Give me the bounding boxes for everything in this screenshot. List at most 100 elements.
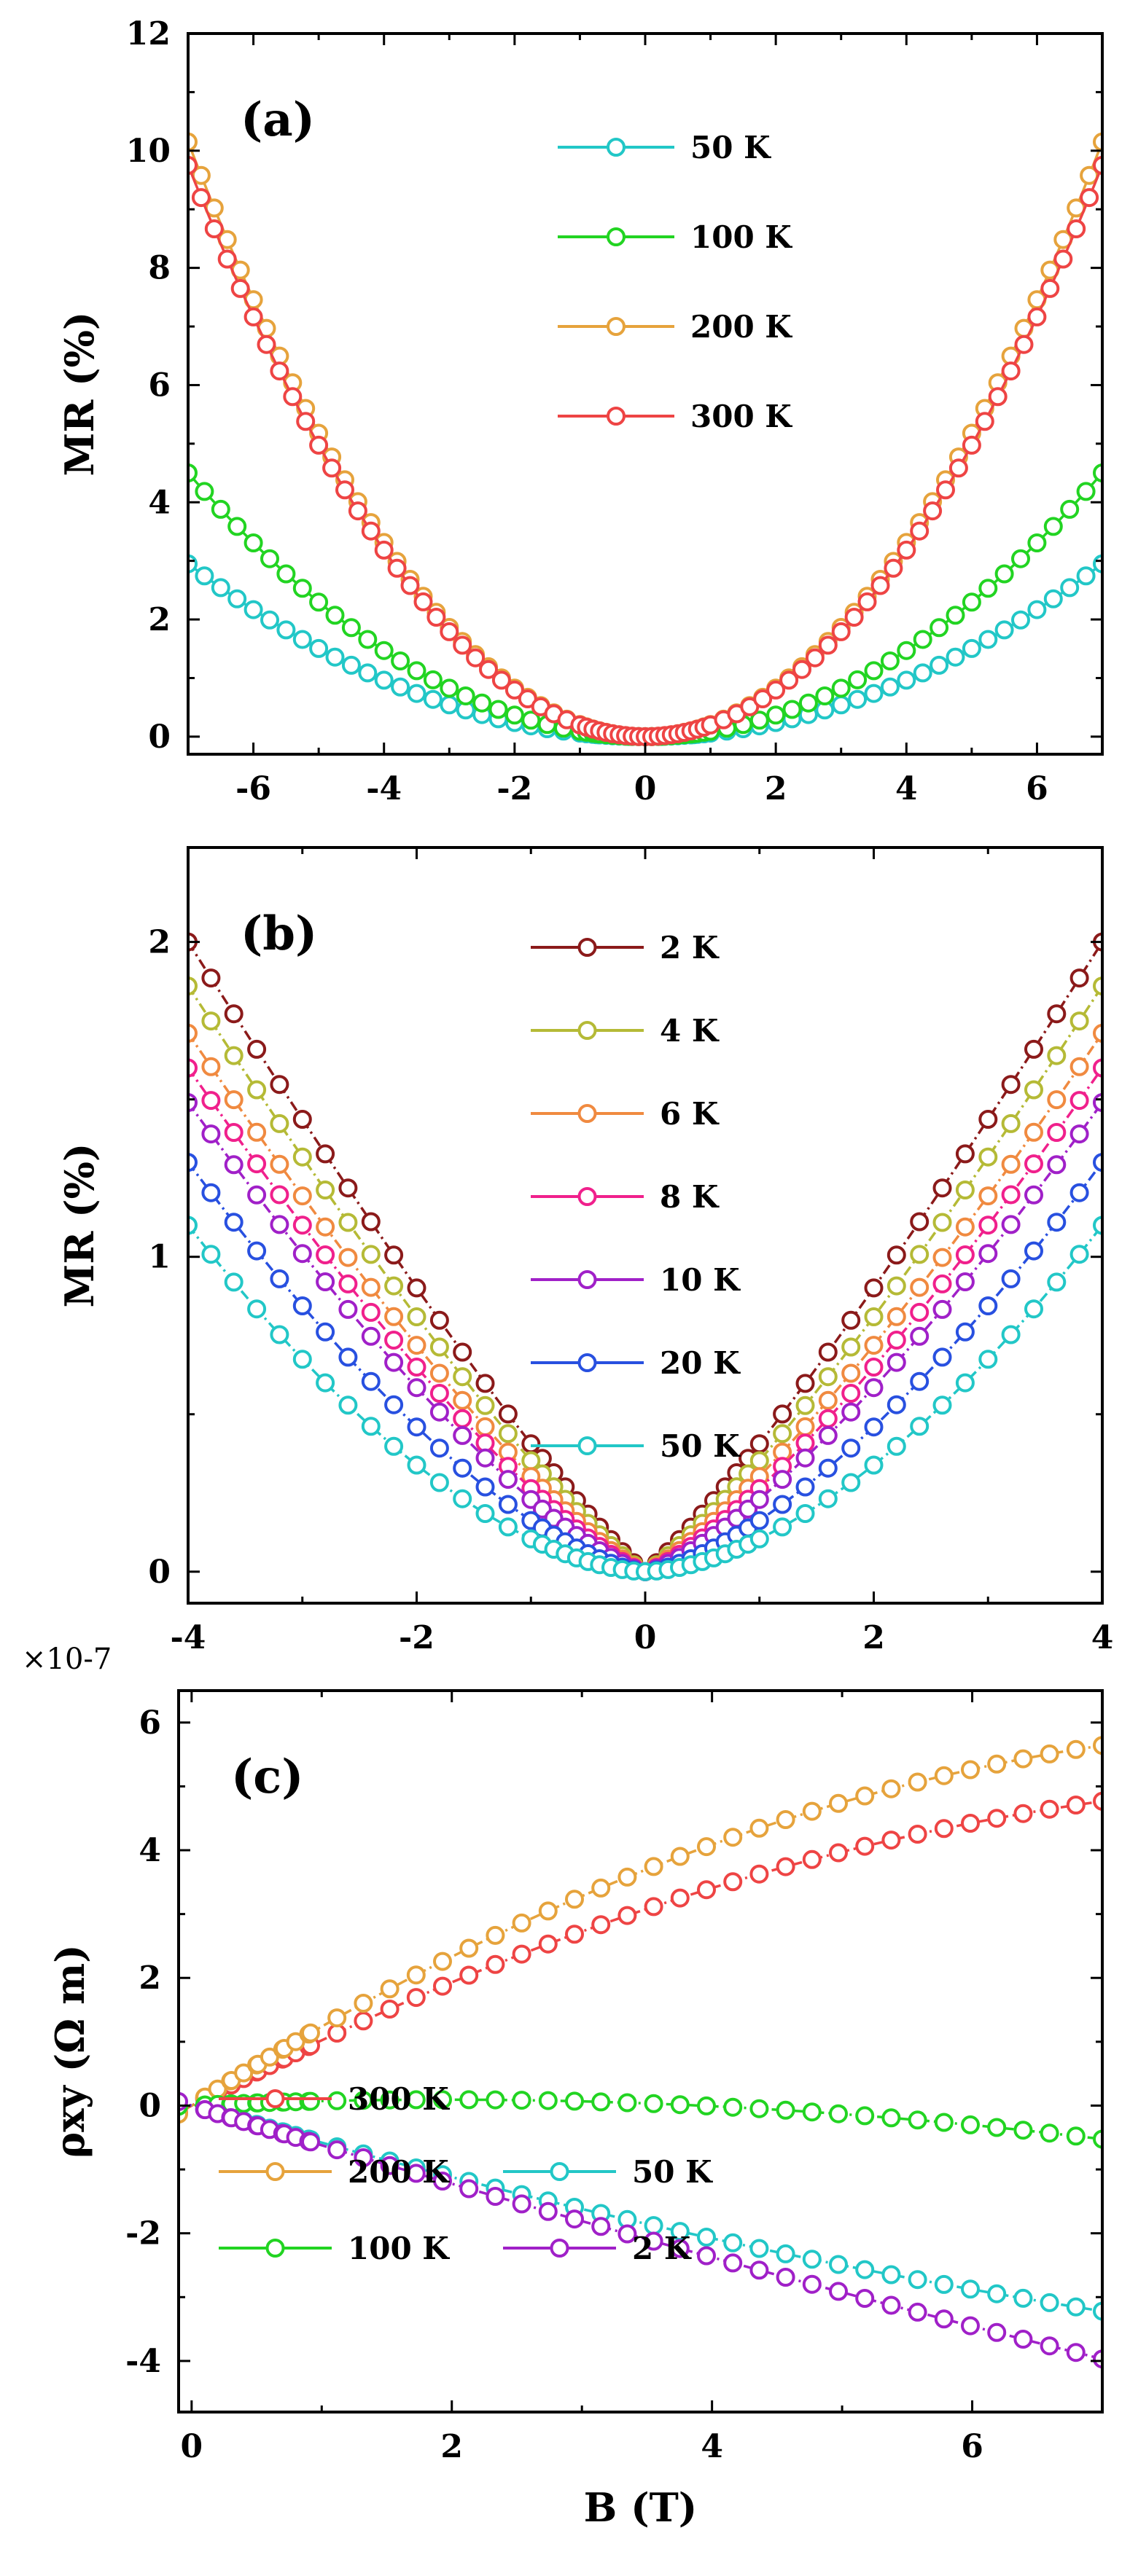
data-point <box>1040 2293 1059 2312</box>
data-point <box>106 2074 122 2090</box>
data-point <box>749 1489 769 1509</box>
data-point <box>749 2239 769 2258</box>
data-point <box>934 1819 954 1839</box>
data-point <box>406 2090 426 2110</box>
data-point <box>910 1302 930 1322</box>
data-point <box>864 1278 884 1298</box>
data-point <box>188 463 198 482</box>
data-point <box>1080 188 1099 208</box>
data-point <box>260 549 279 568</box>
data-point <box>380 2156 400 2175</box>
data-point <box>795 1448 815 1468</box>
series-line-2k <box>188 941 1102 1574</box>
data-point <box>1093 463 1102 482</box>
data-point <box>910 1326 930 1346</box>
data-point <box>407 684 426 703</box>
y-tick-label: 6 <box>139 1704 161 1742</box>
data-point <box>913 630 932 649</box>
plot-frame <box>177 1689 1104 2413</box>
data-point <box>831 622 851 641</box>
data-point <box>855 2106 875 2126</box>
data-point <box>795 1374 815 1393</box>
data-point <box>978 1244 998 1264</box>
data-point <box>978 1350 998 1369</box>
data-point <box>1040 2336 1059 2356</box>
legend-label: 2 K <box>660 930 720 966</box>
data-point <box>79 2167 96 2183</box>
data-point <box>1013 2288 1033 2308</box>
data-point <box>429 1438 449 1458</box>
data-point <box>805 648 825 668</box>
data-point <box>776 2244 795 2263</box>
data-point <box>841 1384 861 1403</box>
data-point <box>361 1302 381 1322</box>
data-point <box>459 1965 479 1985</box>
legend-label: 50 K <box>632 2154 713 2190</box>
y-axis-title: MR (%) <box>56 312 103 477</box>
data-point <box>247 1185 267 1205</box>
data-point <box>440 622 459 641</box>
x-tick-label: -2 <box>496 770 532 807</box>
data-point <box>93 2158 109 2174</box>
data-point <box>776 1857 795 1876</box>
data-point <box>644 1857 663 1876</box>
data-point <box>538 1901 558 1921</box>
data-point <box>1066 2297 1086 2317</box>
data-point <box>1013 2121 1033 2140</box>
data-point <box>224 1155 243 1175</box>
data-point <box>829 2282 848 2301</box>
data-point <box>1076 482 1096 501</box>
data-point <box>195 566 214 586</box>
data-point <box>119 2078 135 2094</box>
data-point <box>1069 1091 1089 1111</box>
legend-label: 200 K <box>348 2154 450 2190</box>
data-point <box>829 1843 848 1863</box>
data-point <box>1066 1739 1086 1759</box>
data-point <box>201 1091 221 1111</box>
data-point <box>358 663 378 683</box>
data-point <box>224 1004 243 1024</box>
data-point <box>1024 1080 1043 1100</box>
data-point <box>779 670 799 690</box>
data-point <box>841 1310 861 1330</box>
data-point <box>818 1342 838 1362</box>
data-point <box>670 2095 690 2115</box>
data-point <box>257 334 276 354</box>
data-point <box>1024 1185 1043 1205</box>
data-point <box>1043 517 1063 536</box>
data-point <box>453 1342 472 1362</box>
data-point <box>994 564 1014 584</box>
data-point <box>864 684 884 703</box>
data-point <box>479 659 498 679</box>
data-point <box>292 579 312 598</box>
data-point <box>776 2268 795 2287</box>
data-point <box>802 2102 822 2122</box>
data-point <box>1047 1046 1067 1065</box>
data-point <box>934 2113 954 2132</box>
legend-marker <box>265 2089 285 2108</box>
data-point <box>1093 132 1102 152</box>
data-point <box>1001 361 1021 381</box>
data-point <box>247 1122 267 1142</box>
data-point <box>504 705 524 725</box>
data-point <box>188 1058 198 1078</box>
data-point <box>292 1147 312 1167</box>
data-point <box>512 2091 531 2110</box>
data-point <box>309 435 329 455</box>
data-point <box>1093 1736 1102 1755</box>
data-point <box>227 517 247 536</box>
data-point <box>1093 1153 1102 1172</box>
data-point <box>247 1080 267 1100</box>
data-point <box>749 710 769 730</box>
data-point <box>338 1274 358 1293</box>
data-point <box>1047 1004 1067 1024</box>
data-point <box>961 2279 980 2299</box>
data-point <box>316 1217 335 1237</box>
legend-label: 20 K <box>660 1345 741 1381</box>
data-point <box>644 2094 663 2113</box>
legend-marker <box>577 1353 597 1372</box>
data-point <box>749 2099 769 2118</box>
panel-label: (c) <box>231 1750 304 1804</box>
data-point <box>188 1215 198 1235</box>
data-point <box>270 1215 289 1234</box>
